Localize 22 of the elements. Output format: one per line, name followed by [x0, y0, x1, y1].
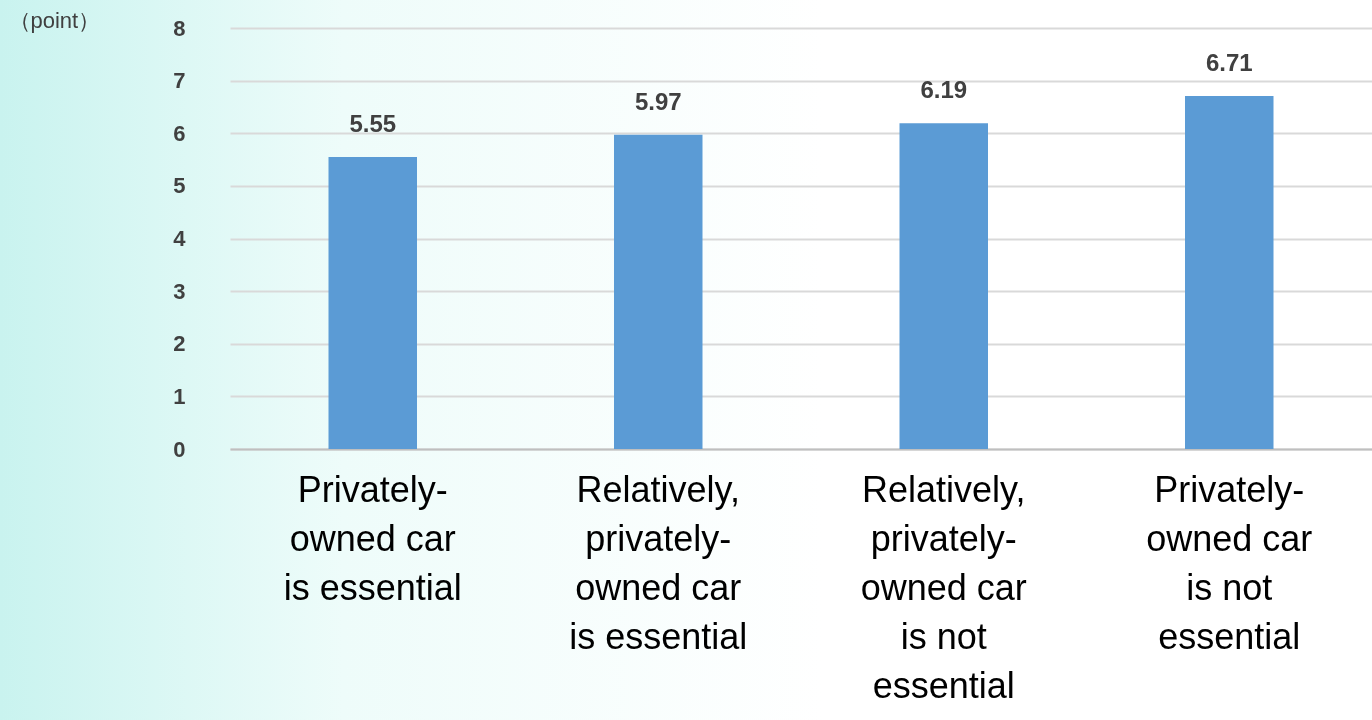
- bar: [899, 123, 988, 449]
- x-tick-label: Relatively, privately-owned car is essential: [569, 468, 748, 657]
- bar: [328, 156, 417, 449]
- y-tick-label: 7: [173, 68, 186, 94]
- y-axis-title: （point）: [8, 7, 101, 33]
- y-tick-label: 1: [173, 383, 186, 409]
- bar: [614, 134, 703, 449]
- bar: [1185, 95, 1274, 449]
- y-tick-label: 4: [173, 226, 187, 251]
- y-tick-label: 3: [173, 278, 186, 304]
- y-tick-label: 2: [173, 331, 186, 357]
- data-label: 6.19: [920, 76, 968, 104]
- x-tick-label: Privately-owned car is essential: [283, 468, 462, 608]
- data-label: 5.97: [634, 87, 682, 115]
- y-tick-label: 8: [173, 15, 186, 41]
- data-label: 5.55: [349, 109, 397, 137]
- y-tick-label: 0: [173, 436, 186, 462]
- data-label: 6.71: [1205, 48, 1253, 76]
- y-tick-label: 6: [173, 120, 186, 146]
- x-tick-label: Privately-owned car is not essential: [1146, 468, 1313, 657]
- y-tick-label: 5: [173, 173, 186, 199]
- x-tick-label: Relatively, privately-owned car is not essential: [860, 468, 1027, 706]
